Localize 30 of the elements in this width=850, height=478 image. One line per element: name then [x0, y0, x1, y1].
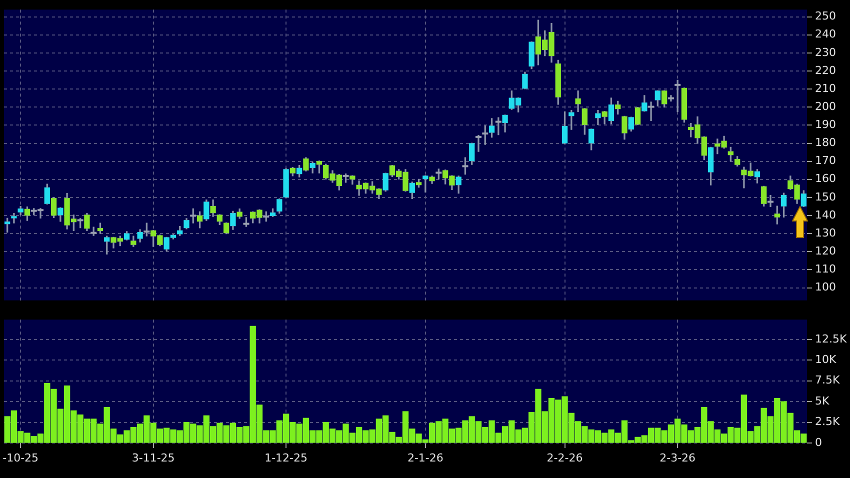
x-tick-label: 3-11-25	[132, 451, 175, 464]
x-tick-label: -10-25	[2, 451, 39, 464]
candlestick	[575, 90, 581, 112]
x-tick-label: 2-2-26	[546, 451, 583, 464]
y-tick-label: 250	[815, 10, 836, 23]
candlestick	[11, 213, 17, 224]
y-tick-label: 0	[815, 436, 822, 449]
y-tick-label: 12.5K	[815, 332, 848, 346]
y-tick-label: 220	[815, 64, 836, 77]
y-tick-label: 160	[815, 172, 836, 186]
x-tick-label: 1-12-25	[264, 451, 308, 464]
x-tick-label: 2-1-26	[407, 451, 444, 464]
y-tick-label: 230	[815, 46, 836, 59]
y-tick-label: 110	[815, 262, 836, 276]
y-tick-label: 240	[815, 28, 836, 41]
y-tick-label: 150	[815, 190, 836, 204]
y-tick-label: 130	[815, 226, 836, 240]
y-tick-label: 100	[815, 280, 836, 294]
y-tick-label: 140	[815, 208, 836, 222]
y-tick-label: 200	[815, 100, 836, 113]
y-tick-label: 170	[815, 154, 836, 168]
x-tick-label: 2-3-26	[660, 451, 696, 464]
y-tick-label: 190	[815, 118, 836, 132]
y-tick-label: 210	[815, 82, 836, 95]
y-tick-label: 120	[815, 244, 836, 258]
y-tick-label: 180	[815, 136, 836, 150]
y-tick-label: 5K	[815, 394, 830, 408]
y-tick-label: 2.5K	[815, 415, 840, 428]
y-tick-label: 7.5K	[815, 374, 840, 387]
y-tick-label: 10K	[815, 353, 837, 366]
